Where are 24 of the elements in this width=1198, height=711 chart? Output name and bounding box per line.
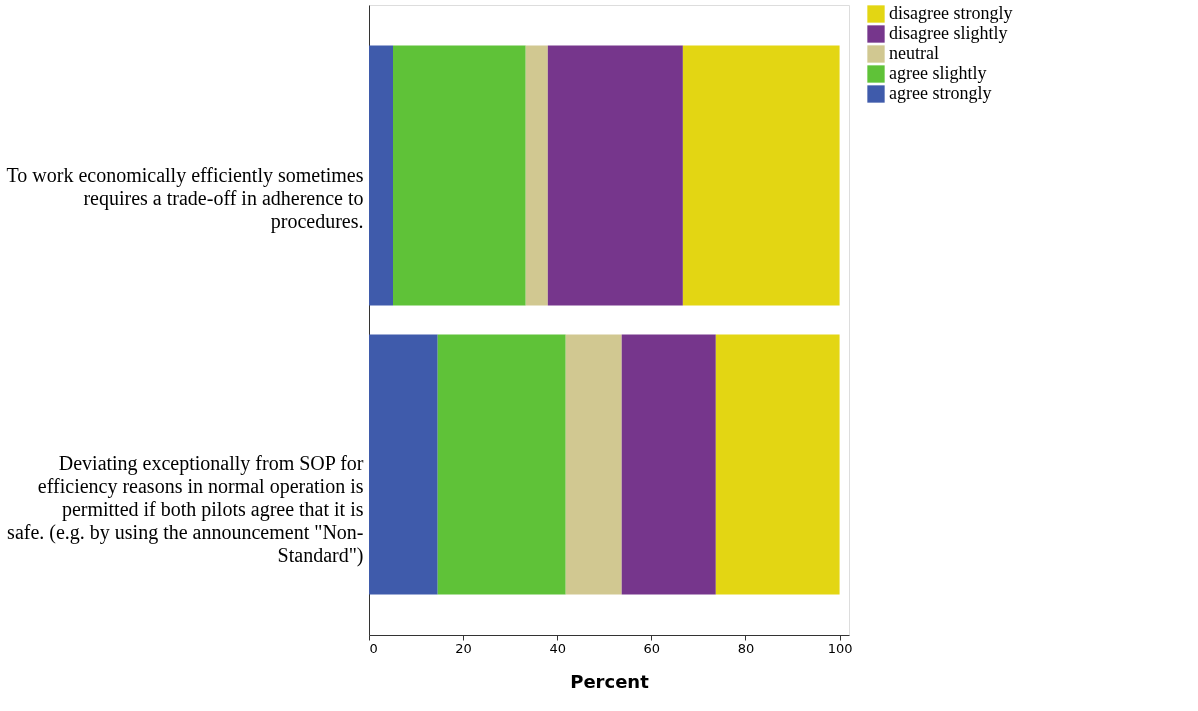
bar — [393, 45, 526, 306]
x-tick-label: 100 — [827, 640, 853, 656]
legend-label: neutral — [889, 43, 939, 63]
bar — [525, 45, 548, 306]
x-tick-label: 60 — [643, 640, 661, 656]
y-tick-label: Deviating exceptionally from SOP for efficiency reasons in normal operation is permitted if both pilots agree that it is safe. (e.g. by using the announcement "Non-Standard") — [7, 452, 364, 568]
x-tick-label: 80 — [737, 640, 755, 656]
bar — [565, 334, 622, 595]
bar — [621, 334, 716, 595]
legend-label: agree slightly — [889, 63, 987, 83]
x-tick-label: 20 — [455, 640, 472, 656]
legend-label: disagree strongly — [889, 3, 1013, 23]
legend-label: agree strongly — [889, 83, 992, 103]
x-tick-label: 0 — [369, 640, 378, 656]
bar — [369, 334, 438, 595]
x-axis-title: Percent — [570, 670, 650, 692]
bar — [682, 45, 840, 306]
bar — [437, 334, 566, 595]
bar — [715, 334, 840, 595]
x-tick-label: 40 — [549, 640, 567, 656]
bar — [369, 45, 393, 306]
legend-label: disagree slightly — [889, 23, 1008, 43]
y-tick-label: To work economically efficiently sometimes requires a trade-off in adherence to procedures. — [6, 163, 364, 233]
bar — [547, 45, 683, 306]
